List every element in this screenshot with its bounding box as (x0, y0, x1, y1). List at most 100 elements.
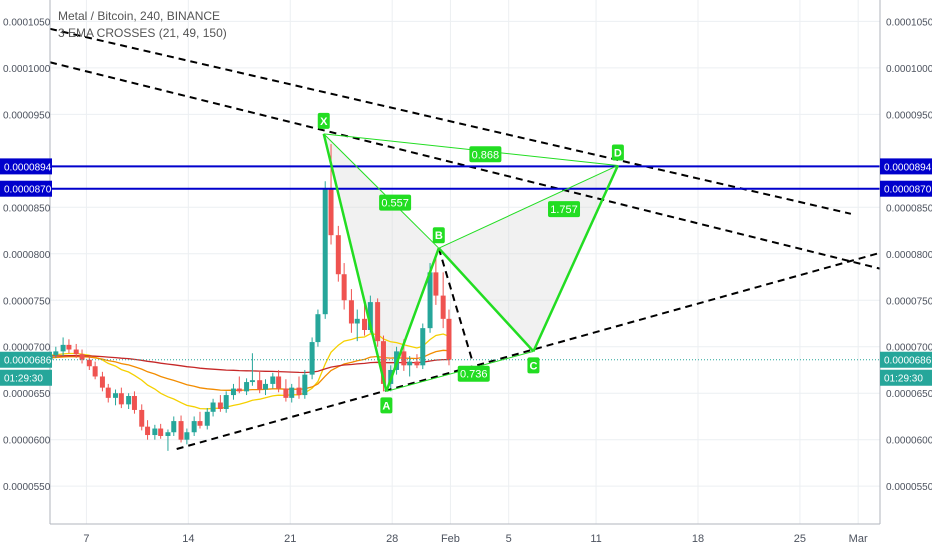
candle-body (270, 376, 276, 384)
candle (283, 379, 289, 402)
candle-body (440, 295, 446, 319)
candle (73, 343, 79, 358)
candle (230, 383, 236, 400)
candle-body (131, 395, 137, 410)
candle (113, 389, 119, 406)
y-tick-label-left: 0.0000750 (3, 296, 51, 307)
candle (92, 361, 98, 380)
candle-body (380, 341, 386, 384)
pattern-point-b: B (432, 227, 445, 244)
candle-body (309, 342, 315, 375)
candle (322, 181, 328, 319)
pattern-point-box (380, 397, 393, 414)
candle-body (210, 402, 216, 412)
last-price-badge-box (880, 351, 932, 368)
legend-title: Metal / Bitcoin, 240, BINANCE (58, 9, 221, 23)
pattern-fill-xab (323, 133, 439, 392)
y-tick-label-left: 0.0001050 (3, 17, 51, 28)
x-tick-label: 5 (506, 533, 512, 545)
candle-body (315, 314, 321, 343)
candle (126, 393, 132, 410)
last-price-badge-right: 0.0000686 (880, 351, 932, 368)
candle (171, 416, 177, 436)
candle (139, 404, 145, 431)
y-tick-label-right: 0.0000700 (886, 343, 932, 354)
candle-body (178, 421, 184, 440)
x-tick-label: 25 (794, 533, 806, 545)
candle-body (375, 302, 381, 342)
candle (60, 337, 66, 357)
candle (165, 429, 171, 451)
pattern-ratio: 0.557 (379, 194, 412, 211)
candle-body (92, 366, 98, 377)
candle-body (414, 361, 420, 366)
candle-body (171, 421, 177, 433)
candle (244, 378, 250, 396)
price-levels[interactable] (0, 165, 932, 361)
candle-body (197, 421, 203, 426)
pattern-ratio-box (548, 201, 581, 218)
trendline (437, 247, 474, 361)
y-tick-label-left: 0.0001000 (3, 64, 51, 75)
candle (289, 383, 295, 403)
candle (302, 369, 308, 399)
pattern-line (438, 165, 619, 249)
y-tick-label-right: 0.0000750 (886, 296, 932, 307)
candle (446, 309, 452, 366)
pattern-ratio: 0.868 (469, 146, 502, 163)
candle-body (433, 272, 439, 296)
price-level-badge-text: 0.0000894 (884, 162, 932, 173)
candle (263, 379, 269, 396)
y-tick-label-left: 0.0000800 (3, 250, 51, 261)
y-tick-label-left: 0.0000950 (3, 110, 51, 121)
pattern-line (323, 133, 440, 249)
candle-body (354, 318, 360, 324)
candle (362, 304, 368, 336)
candle-body (289, 387, 295, 398)
x-tick-label: Feb (441, 533, 460, 545)
pattern-point-label: D (614, 147, 622, 159)
candle (178, 415, 184, 443)
pattern-line (437, 247, 535, 353)
trendline (49, 61, 881, 270)
price-level-badge-box (880, 180, 932, 197)
y-tick-label-left: 0.0000850 (3, 203, 51, 214)
candle-body (348, 300, 354, 324)
candle-body (401, 351, 407, 366)
candle (210, 398, 216, 417)
trendlines[interactable] (49, 27, 881, 450)
legend-indicator: 3 EMA CROSSES (21, 49, 150) (58, 26, 227, 40)
pattern-point-c: C (527, 357, 540, 374)
pattern-point-box (432, 227, 445, 244)
candle-body (362, 318, 368, 330)
harmonic-pattern[interactable]: X A B C D 0.557 1.757 0.868 0.736 (317, 112, 624, 414)
trendline (176, 251, 881, 450)
price-level-badge-right: 0.0000894 (880, 158, 932, 175)
x-tick-label: 14 (182, 533, 194, 545)
candle-body (126, 395, 132, 405)
y-tick-label-right: 0.0000950 (886, 110, 932, 121)
grid-lines (50, 0, 880, 524)
x-tick-label: 7 (83, 533, 89, 545)
pattern-ratio: 0.736 (457, 365, 490, 382)
x-tick-label: Mar (849, 533, 868, 545)
x-tick-label: 28 (386, 533, 398, 545)
candle-body (302, 374, 308, 396)
candle-body (53, 351, 59, 356)
y-tick-label-left: 0.0000550 (3, 482, 51, 493)
candle-body (66, 344, 72, 350)
candle (276, 369, 282, 393)
pattern-line (532, 164, 620, 352)
candle (118, 387, 124, 409)
candle (223, 391, 229, 413)
candle-body (139, 409, 145, 427)
candle-body (204, 411, 210, 426)
pattern-ratio-box (379, 194, 412, 211)
candle-body (407, 361, 413, 366)
candle-body (113, 393, 119, 398)
candle-body (118, 393, 124, 405)
candle-body (263, 383, 269, 390)
last-price-badge-text: 0.0000686 (884, 356, 932, 367)
pattern-point-label: C (529, 360, 537, 372)
